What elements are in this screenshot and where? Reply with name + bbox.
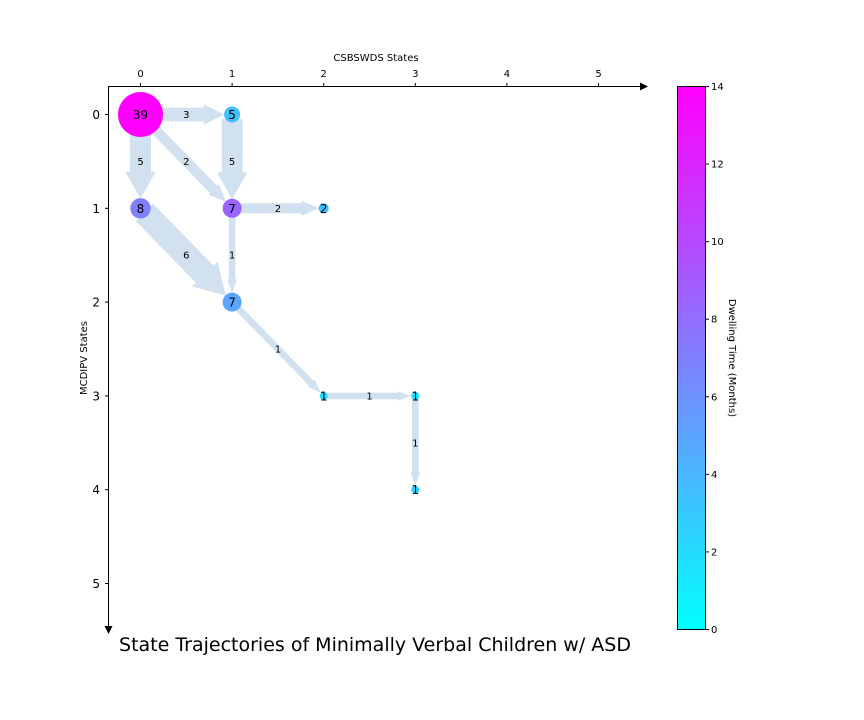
state-node-count: 39 (133, 108, 148, 122)
x-axis-label: CSBSWDS States (333, 53, 418, 64)
colorbar-tick-label: 0 (711, 625, 717, 636)
edge-labels-layer: 3 5 2 5 2 6 1 1 1 1 (137, 110, 418, 449)
state-node (118, 92, 163, 137)
y-tick-label: 4 (92, 483, 100, 497)
state-node-count: 1 (411, 483, 419, 497)
state-node (411, 485, 420, 494)
edge-arrow (237, 200, 319, 216)
edge-count-label: 1 (412, 438, 418, 449)
state-node (224, 106, 241, 123)
state-node-count: 8 (137, 202, 145, 216)
colorbar-tick-label: 4 (711, 470, 717, 481)
y-tick-label: 2 (92, 296, 100, 310)
edge-arrow (227, 213, 237, 294)
state-node (318, 203, 329, 214)
state-node-count: 2 (320, 202, 328, 216)
state-node-count: 7 (228, 202, 236, 216)
y-axis-arrowhead (104, 626, 113, 634)
x-tick-label: 3 (412, 69, 418, 80)
edge-arrow (233, 303, 321, 394)
chart-title: State Trajectories of Minimally Verbal C… (119, 634, 631, 656)
x-tick-label: 1 (229, 69, 235, 80)
nodes-layer (118, 92, 420, 494)
state-node-count: 1 (411, 389, 419, 403)
x-axis-ticks: 0 1 2 3 4 5 (137, 69, 602, 87)
state-node (319, 391, 328, 400)
edges-layer (125, 104, 421, 486)
x-tick-label: 2 (321, 69, 327, 80)
edge-count-label: 1 (229, 251, 235, 262)
edge-count-label: 5 (229, 157, 235, 168)
colorbar-label: Dwelling Time (Months) (726, 299, 737, 417)
colorbar-tick-label: 14 (711, 82, 724, 93)
state-node-count: 1 (320, 389, 328, 403)
colorbar-tick-label: 10 (711, 237, 724, 248)
x-axis-arrowhead (640, 82, 648, 91)
y-tick-label: 1 (92, 202, 100, 216)
edge-arrow (325, 391, 412, 401)
edge-arrow (410, 398, 421, 486)
y-axis-ticks: 0 1 2 3 4 5 (92, 108, 109, 591)
colorbar-tick-label: 2 (711, 547, 717, 558)
edge-count-label: 3 (183, 110, 189, 121)
edge-arrow (135, 203, 226, 296)
edge-arrow (145, 119, 226, 202)
edge-count-label: 2 (183, 157, 189, 168)
colorbar (677, 86, 706, 630)
x-tick-label: 0 (137, 69, 143, 80)
y-tick-label: 0 (92, 108, 100, 122)
edge-count-label: 6 (183, 251, 189, 262)
edge-count-label: 2 (275, 204, 281, 215)
edge-count-label: 1 (275, 345, 281, 356)
node-labels-layer: 39 5 8 7 2 7 1 1 1 (133, 108, 419, 497)
state-node-count: 7 (228, 296, 236, 310)
state-node (222, 198, 242, 218)
colorbar-tick-label: 8 (711, 315, 717, 326)
y-tick-label: 3 (92, 389, 100, 403)
edge-arrow (152, 104, 225, 125)
x-tick-label: 5 (595, 69, 601, 80)
y-tick-label: 5 (92, 577, 100, 591)
y-axis-label: MCDIPV States (79, 321, 90, 395)
edge-arrow (216, 118, 248, 200)
state-node (222, 292, 242, 312)
edge-arrow (125, 126, 156, 199)
colorbar-ticks: 0 2 4 6 8 10 12 14 (705, 82, 724, 636)
colorbar-tick-label: 6 (711, 392, 717, 403)
edge-count-label: 5 (137, 157, 143, 168)
edge-count-label: 1 (366, 391, 372, 402)
colorbar-tick-label: 12 (711, 160, 724, 171)
state-node (411, 391, 420, 400)
state-node (130, 198, 151, 219)
x-tick-label: 4 (504, 69, 510, 80)
state-node-count: 5 (228, 108, 236, 122)
